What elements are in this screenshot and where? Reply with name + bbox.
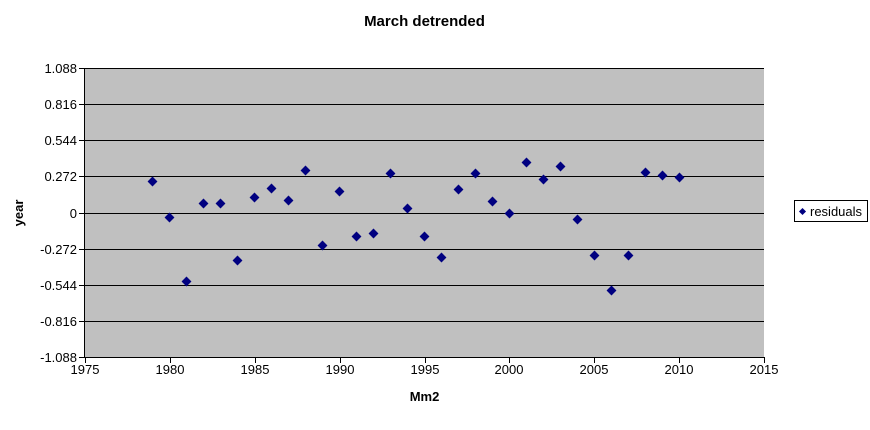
gridline [85, 140, 764, 141]
x-axis-tick [340, 357, 341, 363]
data-point[interactable] [572, 214, 583, 225]
gridline [85, 249, 764, 250]
y-tick-label: -0.816 [40, 314, 77, 329]
y-tick-label: -1.088 [40, 350, 77, 365]
data-point[interactable] [198, 198, 209, 209]
x-axis-tick [85, 357, 86, 363]
data-point[interactable] [623, 250, 634, 260]
x-axis-tick [679, 357, 680, 363]
y-axis-tick [79, 357, 85, 358]
data-point[interactable] [164, 212, 175, 223]
y-axis-tick [79, 321, 85, 322]
gridline [85, 68, 764, 69]
x-axis-tick [764, 357, 765, 363]
y-axis-tick [79, 104, 85, 105]
data-point[interactable] [368, 228, 379, 239]
data-point[interactable] [385, 169, 396, 179]
data-point[interactable] [657, 170, 668, 181]
data-point[interactable] [470, 169, 481, 179]
data-point[interactable] [419, 231, 430, 242]
data-point[interactable] [266, 183, 277, 194]
y-tick-label: 0.816 [44, 97, 77, 112]
data-point[interactable] [487, 196, 498, 207]
data-point[interactable] [232, 255, 243, 266]
y-axis-tick [79, 249, 85, 250]
legend-label: residuals [810, 203, 863, 219]
x-tick-label: 1980 [155, 362, 185, 377]
data-point[interactable] [283, 195, 294, 206]
data-point[interactable] [334, 186, 345, 197]
x-tick-label: 2005 [579, 362, 609, 377]
data-point[interactable] [436, 252, 447, 263]
y-tick-label: 0.272 [44, 169, 77, 184]
x-axis-tick [594, 357, 595, 363]
x-tick-label: 2010 [664, 362, 694, 377]
y-axis-tick [79, 176, 85, 177]
data-point[interactable] [300, 165, 311, 175]
data-point[interactable] [555, 161, 566, 171]
x-tick-label: 2000 [494, 362, 524, 377]
y-tick-label: 1.088 [44, 61, 77, 76]
x-axis-tick [509, 357, 510, 363]
data-point[interactable] [215, 198, 226, 209]
gridline [85, 104, 764, 105]
data-point[interactable] [147, 177, 158, 187]
x-tick-label: 1985 [240, 362, 270, 377]
data-point[interactable] [674, 173, 685, 183]
y-tick-label: -0.272 [40, 242, 77, 257]
gridline [85, 176, 764, 177]
x-tick-label: 1995 [410, 362, 440, 377]
gridline [85, 285, 764, 286]
x-tick-label: 2015 [749, 362, 779, 377]
data-point[interactable] [453, 184, 464, 195]
gridline [85, 321, 764, 322]
data-point[interactable] [504, 208, 515, 219]
data-point[interactable] [249, 192, 260, 203]
y-axis-tick [79, 68, 85, 69]
y-axis-title: year [11, 199, 26, 227]
data-point[interactable] [402, 203, 413, 214]
y-tick-label: 0 [69, 206, 77, 221]
y-axis-tick [79, 285, 85, 286]
legend[interactable]: residuals [794, 200, 869, 222]
data-point[interactable] [589, 250, 600, 260]
x-axis-tick [170, 357, 171, 363]
data-point[interactable] [351, 231, 362, 242]
x-axis-line [84, 357, 764, 358]
x-axis-tick [425, 357, 426, 363]
y-tick-label: -0.544 [40, 278, 77, 293]
y-axis-tick [79, 213, 85, 214]
data-point[interactable] [521, 157, 532, 167]
chart-title: March detrended [364, 13, 485, 30]
data-point[interactable] [606, 285, 617, 296]
x-tick-label: 1990 [325, 362, 355, 377]
gridline [85, 213, 764, 214]
y-axis-tick [79, 140, 85, 141]
x-axis-tick [255, 357, 256, 363]
plot-area[interactable] [85, 68, 764, 357]
y-tick-label: 0.544 [44, 133, 77, 148]
legend-diamond-icon [798, 207, 807, 215]
x-axis-title: Mm2 [409, 389, 440, 404]
x-tick-label: 1975 [70, 362, 100, 377]
